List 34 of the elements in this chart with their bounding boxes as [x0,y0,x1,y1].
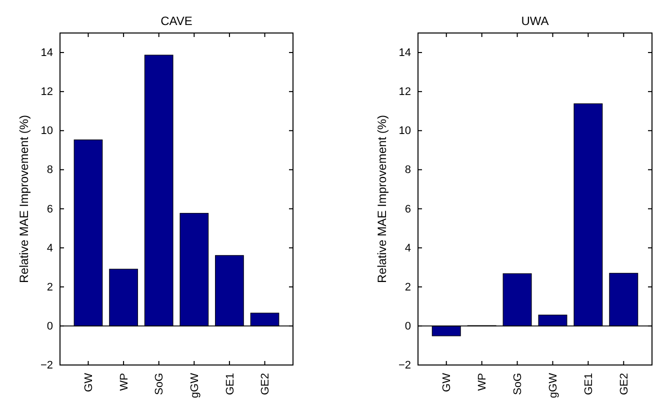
y-tick-label: 8 [404,164,411,176]
y-tick-label: 14 [398,47,411,60]
x-tick-label: WP [476,373,489,391]
x-tick-label: SoG [154,373,166,396]
x-tick-label: gGW [189,372,201,398]
y-tick-label: 2 [404,281,411,294]
y-tick-label: 6 [404,203,411,216]
y-tick-label: −2 [40,360,53,372]
x-tick-label: GE2 [260,373,272,396]
y-tick-label: 14 [40,47,53,60]
y-tick-label: 12 [40,86,53,98]
y-tick-label: 0 [404,320,411,332]
y-tick-label: 6 [46,203,53,216]
y-tick-label: 10 [398,125,411,138]
y-tick-label: 10 [40,125,53,138]
y-tick-label: −2 [398,360,411,372]
x-tick-label: GW [441,372,454,392]
y-tick-label: 4 [46,242,53,254]
y-tick-label: 0 [46,320,53,332]
y-tick-label: 8 [46,164,53,176]
y-axis-title: Relative MAE Improvement (%) [17,114,31,284]
x-tick-label: gGW [548,372,560,398]
x-tick-label: GE1 [583,373,596,396]
y-axis-title: Relative MAE Improvement (%) [375,114,389,284]
chart-title: UWA [521,14,549,28]
x-tick-label: WP [118,373,130,391]
x-tick-label: GW [83,372,96,392]
y-tick-label: 2 [46,281,53,294]
x-tick-label: SoG [512,373,524,396]
x-tick-label: GE1 [224,373,236,396]
y-tick-label: 4 [404,242,411,254]
y-tick-label: 12 [398,86,411,98]
chart-title: CAVE [160,14,192,28]
x-tick-label: GE2 [618,373,630,396]
